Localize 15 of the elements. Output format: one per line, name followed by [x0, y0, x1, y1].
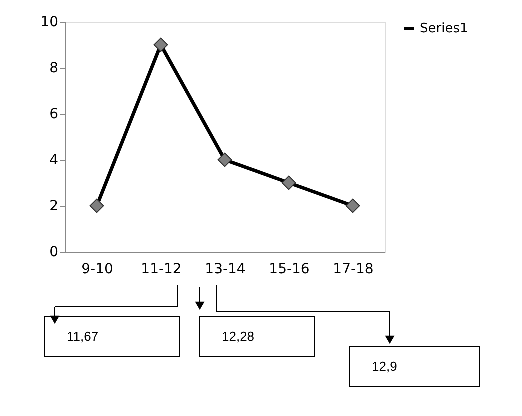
text: 11,67: [67, 329, 99, 344]
text: 12,9: [372, 359, 398, 374]
y-tick-label: 8: [50, 60, 58, 76]
x-tick-label: 17-18: [333, 262, 374, 278]
y-tick-label: 10: [40, 14, 58, 30]
legend-label: Series1: [420, 22, 468, 36]
x-tick-label: 13-14: [205, 262, 246, 278]
y-tick-label: 2: [50, 198, 58, 214]
y-tick-label: 6: [50, 106, 59, 122]
x-tick-label: 15-16: [269, 262, 310, 278]
x-tick-label: 9-10: [82, 262, 114, 278]
y-tick-label: 0: [50, 244, 58, 260]
text: 12,28: [222, 329, 255, 344]
y-tick-label: 4: [50, 152, 59, 168]
x-tick-label: 11-12: [141, 262, 182, 278]
